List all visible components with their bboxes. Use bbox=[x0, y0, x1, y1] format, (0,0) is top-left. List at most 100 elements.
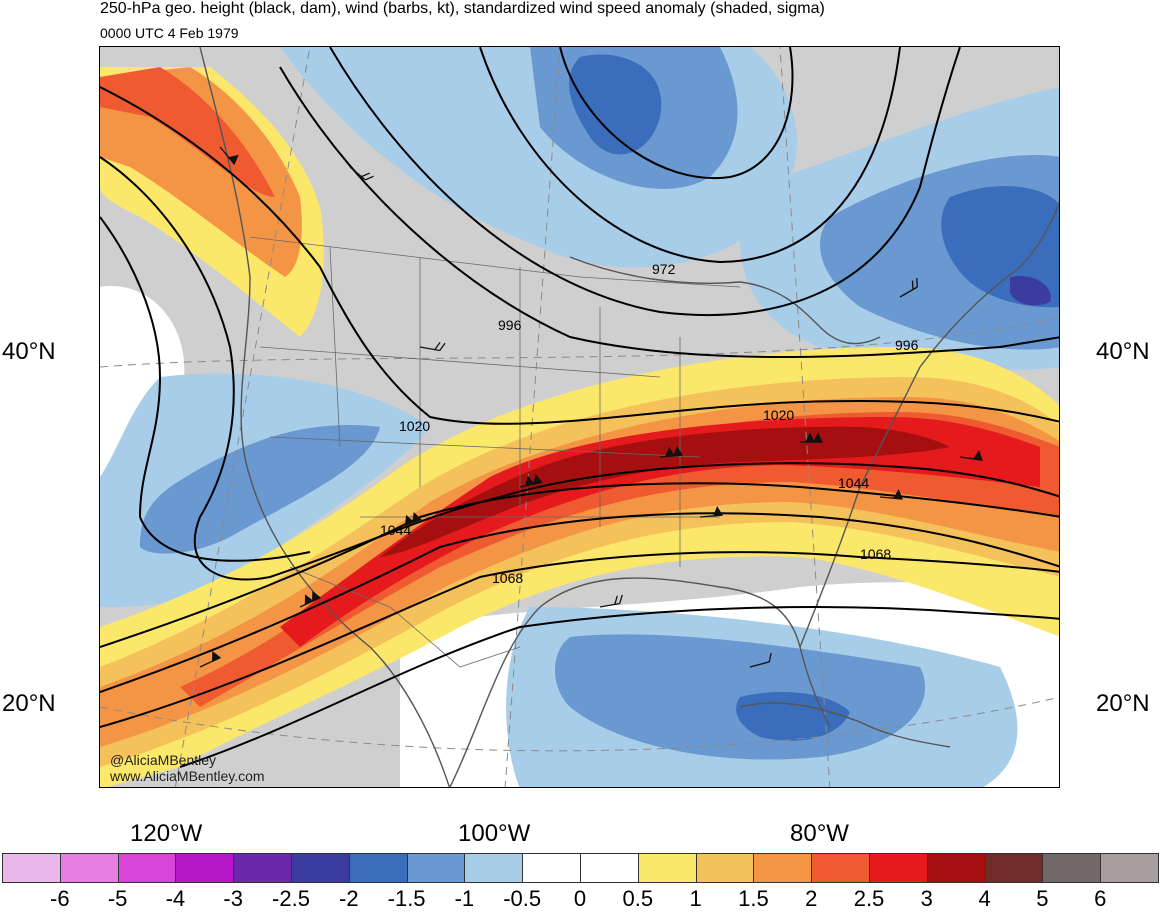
lat-label-left-40n: 40°N bbox=[2, 338, 56, 365]
contour-1092 bbox=[100, 551, 1059, 728]
state-borders bbox=[249, 236, 741, 668]
wind-barb bbox=[519, 474, 543, 488]
contour-label: 1044 bbox=[380, 522, 411, 538]
colorbar-swatch bbox=[926, 853, 986, 883]
contour-label: 1020 bbox=[399, 418, 430, 434]
border-us-canada bbox=[249, 236, 741, 288]
wind-barb bbox=[299, 590, 322, 608]
colorbar-swatch bbox=[753, 853, 813, 883]
contour-label: 996 bbox=[895, 337, 919, 353]
contour-1068 bbox=[100, 482, 1059, 648]
contour-1044 bbox=[100, 156, 1059, 581]
colorbar-tick-label: 0 bbox=[573, 886, 587, 911]
wind-barb bbox=[800, 432, 824, 443]
colorbar-swatch bbox=[2, 853, 61, 883]
contour-996 bbox=[279, 66, 1059, 358]
cuba-outline bbox=[739, 702, 951, 748]
great-lakes-outline bbox=[569, 256, 881, 345]
lon-label-120w: 120°W bbox=[130, 820, 203, 847]
anomaly-deepest-blue bbox=[1010, 276, 1051, 306]
colorbar-swatch bbox=[233, 853, 292, 883]
height-contours bbox=[100, 47, 1059, 768]
anomaly-dark-blue-north bbox=[569, 54, 662, 155]
colorbar-tick-label: 6 bbox=[1094, 886, 1107, 911]
colorbar-tick-label: 2 bbox=[805, 886, 818, 911]
wind-barb bbox=[349, 166, 374, 181]
colorbar-tick-label: 0.5 bbox=[622, 886, 654, 911]
wind-barb bbox=[419, 342, 446, 352]
wind-barb bbox=[659, 446, 684, 458]
colorbar-tick-label: 4 bbox=[978, 886, 991, 911]
wind-barb bbox=[879, 489, 903, 500]
contour-1068-south bbox=[100, 512, 1059, 693]
contour-loop-west bbox=[100, 216, 311, 562]
wind-barb bbox=[749, 652, 772, 668]
colorbar-swatch bbox=[522, 853, 581, 883]
credit-website: www.AliciaMBentley.com bbox=[110, 768, 265, 784]
border-us-mexico bbox=[289, 566, 521, 668]
map-title: 250-hPa geo. height (black, dam), wind (… bbox=[100, 0, 825, 17]
colorbar-tick-label: -5 bbox=[107, 886, 128, 911]
colorbar-tick-label: -1.5 bbox=[387, 886, 426, 911]
colorbar-swatch bbox=[117, 853, 177, 883]
colorbar-tick-label: 3 bbox=[920, 886, 933, 911]
contour-label: 1020 bbox=[763, 407, 794, 423]
coastline-west bbox=[199, 47, 451, 787]
colorbar-swatch bbox=[637, 853, 697, 883]
wind-barbs bbox=[199, 146, 983, 668]
credit-handle: @AliciaMBentley bbox=[110, 752, 217, 768]
colorbar-tick-label: 1 bbox=[689, 886, 702, 911]
graticule-latitude-40n bbox=[100, 316, 1059, 368]
wind-barb bbox=[959, 450, 983, 461]
lat-label-left-20n: 20°N bbox=[2, 690, 56, 717]
colorbar-tick-label: -4 bbox=[165, 886, 186, 911]
colorbar-tick-label: -2 bbox=[339, 886, 359, 911]
anomaly-blue-west bbox=[140, 425, 380, 554]
lat-label-right-20n: 20°N bbox=[1096, 690, 1150, 717]
colorbar-swatch bbox=[59, 853, 119, 883]
colorbar-swatch bbox=[984, 853, 1044, 883]
contour-label: 1068 bbox=[860, 546, 891, 562]
contour-label: 1044 bbox=[838, 475, 869, 491]
wind-barb bbox=[199, 650, 222, 668]
lon-label-100w: 100°W bbox=[458, 820, 531, 847]
colorbar-swatch bbox=[175, 853, 235, 883]
jet-nw-anomaly-2.5-sigma bbox=[100, 67, 275, 197]
colorbar-tick-label: -0.5 bbox=[503, 886, 542, 911]
jet-anomaly-4-sigma-core bbox=[380, 426, 950, 557]
colorbar-swatch bbox=[811, 853, 870, 883]
wind-barb bbox=[599, 594, 623, 608]
wind-barb bbox=[699, 506, 724, 518]
lat-label-right-40n: 40°N bbox=[1096, 338, 1150, 365]
contour-label-group: 972 996 996 1020 1020 1044 1044 1068 106… bbox=[380, 261, 919, 586]
wind-barb bbox=[219, 146, 239, 166]
wind-barb bbox=[899, 278, 918, 298]
colorbar-swatch bbox=[1100, 853, 1159, 883]
lon-label-80w: 80°W bbox=[790, 820, 849, 847]
colorbar bbox=[2, 853, 1159, 883]
colorbar-swatch bbox=[406, 853, 466, 883]
map-canvas: 972 996 996 1020 1020 1044 1044 1068 106… bbox=[100, 47, 1059, 787]
anomaly-dark-blue-northeast bbox=[941, 186, 1059, 308]
map-panel: 972 996 996 1020 1020 1044 1044 1068 106… bbox=[99, 46, 1060, 788]
colorbar-tick-label: -6 bbox=[50, 886, 70, 911]
contour-label: 972 bbox=[652, 261, 676, 277]
state-lines-vertical bbox=[329, 246, 681, 567]
colorbar-tick-label: -3 bbox=[223, 886, 243, 911]
colorbar-swatch bbox=[579, 853, 639, 883]
jet-anomaly-2-sigma bbox=[100, 397, 1059, 747]
colorbar-swatch bbox=[868, 853, 928, 883]
coastline-gulf bbox=[449, 577, 831, 787]
colorbar-tick-label: 1.5 bbox=[738, 886, 769, 911]
colorbar-swatch bbox=[464, 853, 524, 883]
contour-972-outer bbox=[479, 47, 901, 264]
map-valid-time: 0000 UTC 4 Feb 1979 bbox=[100, 25, 239, 41]
anomaly-dark-blue-caribbean bbox=[736, 692, 850, 741]
colorbar-tick-label: 2.5 bbox=[853, 886, 885, 911]
contour-label: 996 bbox=[498, 317, 522, 333]
contour-972 bbox=[329, 47, 961, 316]
colorbar-labels: -6 -5 -4 -3 -2.5 -2 -1.5 -1 -0.5 0 0.5 1 1.5 2 2.5 3 4 5 6 bbox=[0, 886, 1160, 911]
contour-1116 bbox=[179, 606, 1059, 768]
contour-low-north bbox=[559, 47, 794, 180]
colorbar-tick-label: -1 bbox=[454, 886, 475, 911]
